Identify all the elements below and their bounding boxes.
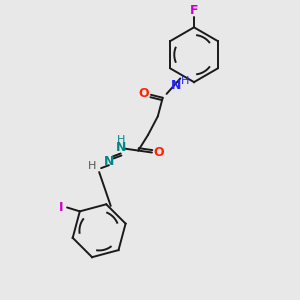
- Text: N: N: [116, 141, 126, 154]
- Text: H: H: [181, 76, 189, 86]
- Text: I: I: [59, 201, 64, 214]
- Text: F: F: [190, 4, 198, 17]
- Text: O: O: [154, 146, 164, 159]
- Text: N: N: [171, 79, 182, 92]
- Text: O: O: [139, 87, 149, 100]
- Text: H: H: [88, 161, 97, 171]
- Text: N: N: [104, 155, 114, 168]
- Text: H: H: [116, 135, 125, 145]
